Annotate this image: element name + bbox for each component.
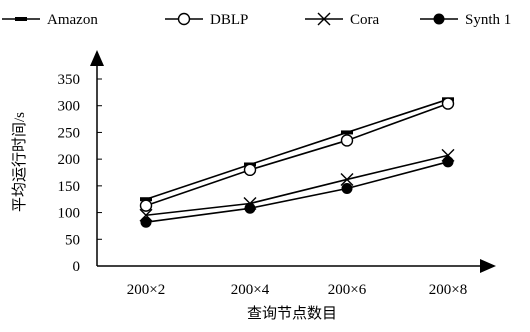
series-dblp — [139, 97, 455, 212]
series-line — [145, 98, 449, 200]
series-synth-1 — [140, 156, 454, 228]
legend-label: Amazon — [47, 12, 98, 28]
data-point — [244, 202, 256, 214]
y-tick-label: 0 — [73, 259, 81, 275]
data-point — [341, 183, 353, 195]
legend-item: DBLP — [165, 12, 248, 28]
data-point — [341, 130, 353, 135]
series-amazon — [140, 97, 454, 202]
x-tick-label: 200×6 — [328, 282, 367, 298]
data-point — [340, 172, 354, 186]
y-axis-title: 平均运行时间/s — [11, 112, 28, 212]
legend-label: DBLP — [210, 12, 248, 28]
x-tick-label: 200×2 — [127, 282, 165, 298]
series-line — [145, 102, 449, 207]
y-tick-labels: 0 50 100 150 200 250 300 350 — [58, 72, 102, 275]
legend-marker-icon — [15, 17, 27, 21]
series-layer — [139, 97, 455, 228]
y-tick-label: 250 — [58, 125, 81, 141]
data-point — [140, 197, 152, 202]
data-point — [441, 97, 455, 110]
y-tick-label: 100 — [58, 206, 81, 222]
data-point — [139, 199, 153, 212]
data-point — [442, 156, 454, 168]
x-axis-arrow-icon — [480, 259, 496, 273]
axes — [90, 50, 496, 273]
legend-label: Cora — [350, 12, 380, 28]
x-tick-label: 200×4 — [231, 282, 270, 298]
legend-item: Cora — [305, 12, 380, 28]
legend-item: Synth 1 — [420, 12, 511, 28]
y-tick-label: 350 — [58, 72, 81, 88]
x-tick-label: 200×8 — [429, 282, 467, 298]
series-line — [145, 154, 449, 217]
series-line — [145, 161, 449, 223]
y-tick-label: 50 — [65, 232, 80, 248]
data-point — [140, 216, 152, 228]
y-tick-label: 150 — [58, 179, 81, 195]
y-tick-label: 200 — [58, 152, 81, 168]
y-axis-arrow-icon — [90, 50, 104, 66]
y-tick-label: 300 — [58, 99, 81, 115]
legend-marker-icon — [433, 13, 445, 25]
legend-marker-icon — [317, 12, 331, 26]
legend-label: Synth 1 — [465, 12, 511, 28]
data-point — [243, 163, 257, 177]
legend-marker-icon — [177, 12, 191, 26]
legend: Amazon DBLP Cora Synth 1 — [2, 12, 511, 28]
legend-item: Amazon — [2, 12, 98, 28]
x-tick-labels: 200×2 200×4 200×6 200×8 — [127, 282, 467, 298]
x-axis-title: 查询节点数目 — [247, 305, 337, 322]
data-point — [340, 134, 354, 147]
